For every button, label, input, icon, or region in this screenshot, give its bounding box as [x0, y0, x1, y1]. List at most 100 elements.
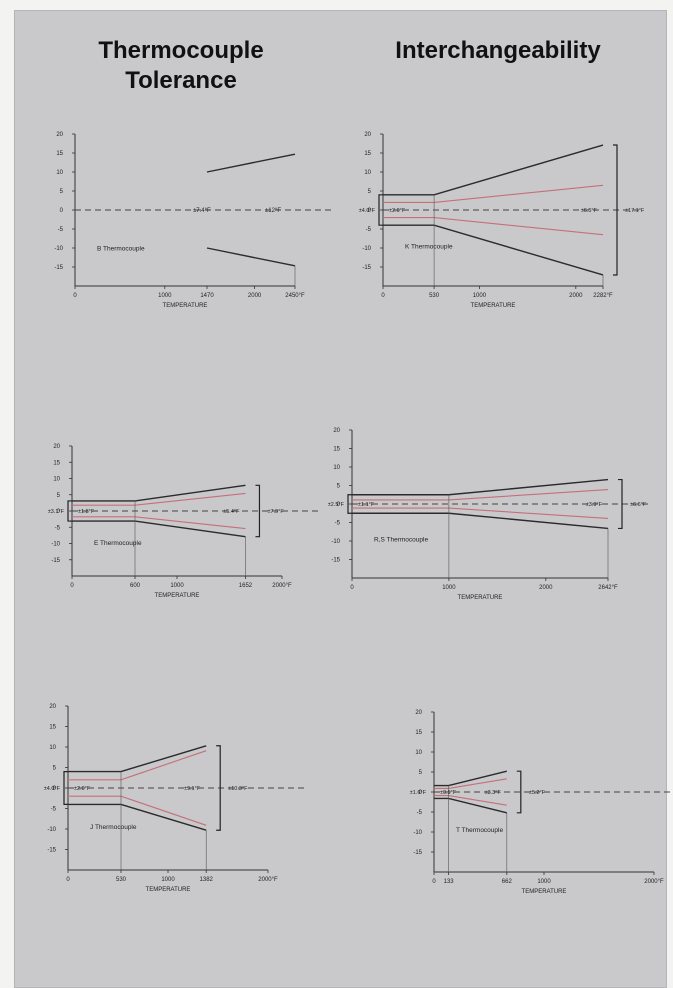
chart-0-xtick-label: 2450°F — [285, 293, 305, 299]
chart-2-ytick-label: -15 — [51, 558, 60, 564]
chart-0-annotation: ±12°F — [265, 208, 281, 214]
chart-0-ytick-label: 10 — [56, 170, 63, 176]
chart-3-ytick-label: -15 — [331, 558, 340, 564]
chart-1-right-bracket — [613, 144, 618, 276]
title-left-text: Thermocouple Tolerance — [98, 37, 264, 94]
chart-2-annotation-outer-left: ±3.1°F — [48, 509, 65, 515]
chart-2-left-bracket — [67, 500, 72, 522]
chart-2-ytick-label: 0 — [57, 509, 61, 515]
chart-4-xtick-label: 0 — [66, 877, 70, 883]
chart-3-ytick-label: -10 — [331, 539, 340, 545]
chart-1-annotation-inner-left: ±2.0°F — [389, 208, 406, 214]
chart-2-ytick-label: 5 — [57, 493, 61, 499]
chart-4-annotation-inner-right: ±9.1°F — [184, 786, 201, 792]
chart-2-xlabel: TEMPERATURE — [155, 593, 200, 599]
chart-4-thermocouple-label: J Thermocouple — [90, 824, 137, 831]
chart-3-xlabel: TEMPERATURE — [458, 595, 503, 601]
chart-4-series-interchangeability — [68, 750, 207, 781]
chart-1-series-interchangeability — [383, 184, 604, 203]
chart-5-ytick-label: -15 — [413, 850, 422, 856]
chart-4-xtick-label: 2000°F — [258, 877, 278, 883]
chart-1-ytick-label: -10 — [362, 246, 371, 252]
chart-2-series-tolerance — [72, 484, 246, 502]
chart-3-thermocouple-label: R,S Thermocouple — [374, 537, 428, 544]
chart-1-ytick-label: -5 — [366, 227, 372, 233]
chart-4-right-bracket — [216, 745, 221, 831]
chart-2-annotation-inner-right: ±5.4°F — [223, 509, 240, 515]
chart-3-xtick-label: 2000 — [539, 585, 553, 591]
chart-2-ytick-label: 10 — [53, 477, 60, 483]
chart-2-series-interchangeability — [72, 492, 246, 506]
chart-3-xtick-label: 1000 — [442, 585, 456, 591]
chart-2-thermocouple-label: E Thermocouple — [94, 540, 142, 547]
chart-3-annotation-inner-left: ±1.1°F — [358, 502, 375, 508]
chart-0-xtick-label: 1000 — [158, 293, 172, 299]
chart-0-ytick-label: 20 — [56, 132, 63, 138]
chart-4-series-tolerance — [68, 803, 207, 831]
chart-4-series-interchangeability — [68, 795, 207, 826]
chart-2-series-interchangeability — [72, 516, 246, 530]
chart-3-annotation-outer-right: ±6.6°F — [630, 502, 647, 508]
chart-5-ytick-label: 20 — [415, 710, 422, 716]
chart-0-ytick-label: 0 — [60, 208, 64, 214]
chart-1-xtick-label: 2282°F — [593, 293, 613, 299]
chart-3-ytick-label: 5 — [337, 484, 341, 490]
chart-5-xtick-label: 0 — [432, 879, 436, 885]
chart-0-xtick-label: 1470 — [200, 293, 214, 299]
chart-1-annotation-inner-right: ±6.5°F — [581, 208, 598, 214]
chart-3-annotation-inner-right: ±3.9°F — [586, 502, 603, 508]
chart-4-xtick-label: 1000 — [161, 877, 175, 883]
chart-1-ytick-label: 10 — [364, 170, 371, 176]
chart-5-ytick-label: 0 — [419, 790, 423, 796]
chart-3-xtick-label: 0 — [350, 585, 354, 591]
chart-1-ytick-label: 0 — [368, 208, 372, 214]
chart-3-right-bracket — [618, 478, 623, 530]
chart-4-xlabel: TEMPERATURE — [146, 887, 191, 893]
chart-3-ytick-label: -5 — [335, 521, 341, 527]
chart-2-ytick-label: -10 — [51, 542, 60, 548]
chart-5-ytick-label: -10 — [413, 830, 422, 836]
chart-5-annotation-outer-left: ±1.6°F — [410, 790, 427, 796]
chart-2-xtick-label: 1652 — [239, 583, 253, 589]
title-thermocouple-tolerance: Thermocouple Tolerance — [66, 36, 296, 96]
chart-5-ytick-label: 15 — [415, 730, 422, 736]
chart-4-ytick-label: 20 — [49, 704, 56, 710]
chart-1-annotation-outer-right: ±17.1°F — [625, 208, 645, 214]
chart-4-left-bracket — [63, 771, 68, 805]
chart-0-annotation: ±7.4°F — [193, 208, 211, 214]
chart-5-xlabel: TEMPERATURE — [522, 889, 567, 895]
chart-3-xtick-label: 2642°F — [598, 585, 618, 591]
title-right-text: Interchangeability — [395, 37, 601, 64]
chart-4-xtick-label: 530 — [116, 877, 127, 883]
chart-5-right-bracket — [516, 770, 522, 814]
chart-1-thermocouple-label: K Thermocouple — [405, 243, 453, 250]
chart-3-ytick-label: 15 — [333, 447, 340, 453]
title-interchangeability: Interchangeability — [358, 36, 638, 66]
chart-0-series-tolerance — [206, 153, 296, 173]
chart-1-series-interchangeability — [383, 217, 604, 236]
chart-0-series-tolerance — [206, 247, 296, 267]
chart-0-xtick-label: 0 — [73, 293, 77, 299]
chart-1-xtick-label: 1000 — [473, 293, 487, 299]
chart-4-ytick-label: 0 — [53, 786, 57, 792]
chart-2-annotation-outer-right: ±7.9°F — [267, 509, 284, 515]
chart-2-xtick-label: 2000°F — [272, 583, 292, 589]
chart-0-ytick-label: -5 — [58, 227, 64, 233]
chart-2-ytick-label: -5 — [55, 525, 61, 531]
chart-5-xtick-label: 133 — [444, 879, 455, 885]
chart-1-ytick-label: 5 — [368, 189, 372, 195]
chart-1-ytick-label: 20 — [364, 132, 371, 138]
chart-1-ytick-label: 15 — [364, 151, 371, 157]
chart-3-ytick-label: 10 — [333, 465, 340, 471]
chart-2-xtick-label: 600 — [130, 583, 141, 589]
chart-0-thermocouple-label: B Thermocouple — [97, 245, 145, 252]
chart-0-ytick-label: -15 — [54, 265, 63, 271]
chart-5-series-tolerance — [434, 797, 507, 814]
chart-3-left-bracket — [347, 494, 352, 514]
chart-1-xtick-label: 0 — [381, 293, 385, 299]
chart-2-right-bracket — [255, 484, 261, 538]
chart-4-ytick-label: 5 — [53, 766, 57, 772]
chart-5-series-tolerance — [434, 770, 507, 787]
chart-5-ytick-label: 5 — [419, 770, 423, 776]
